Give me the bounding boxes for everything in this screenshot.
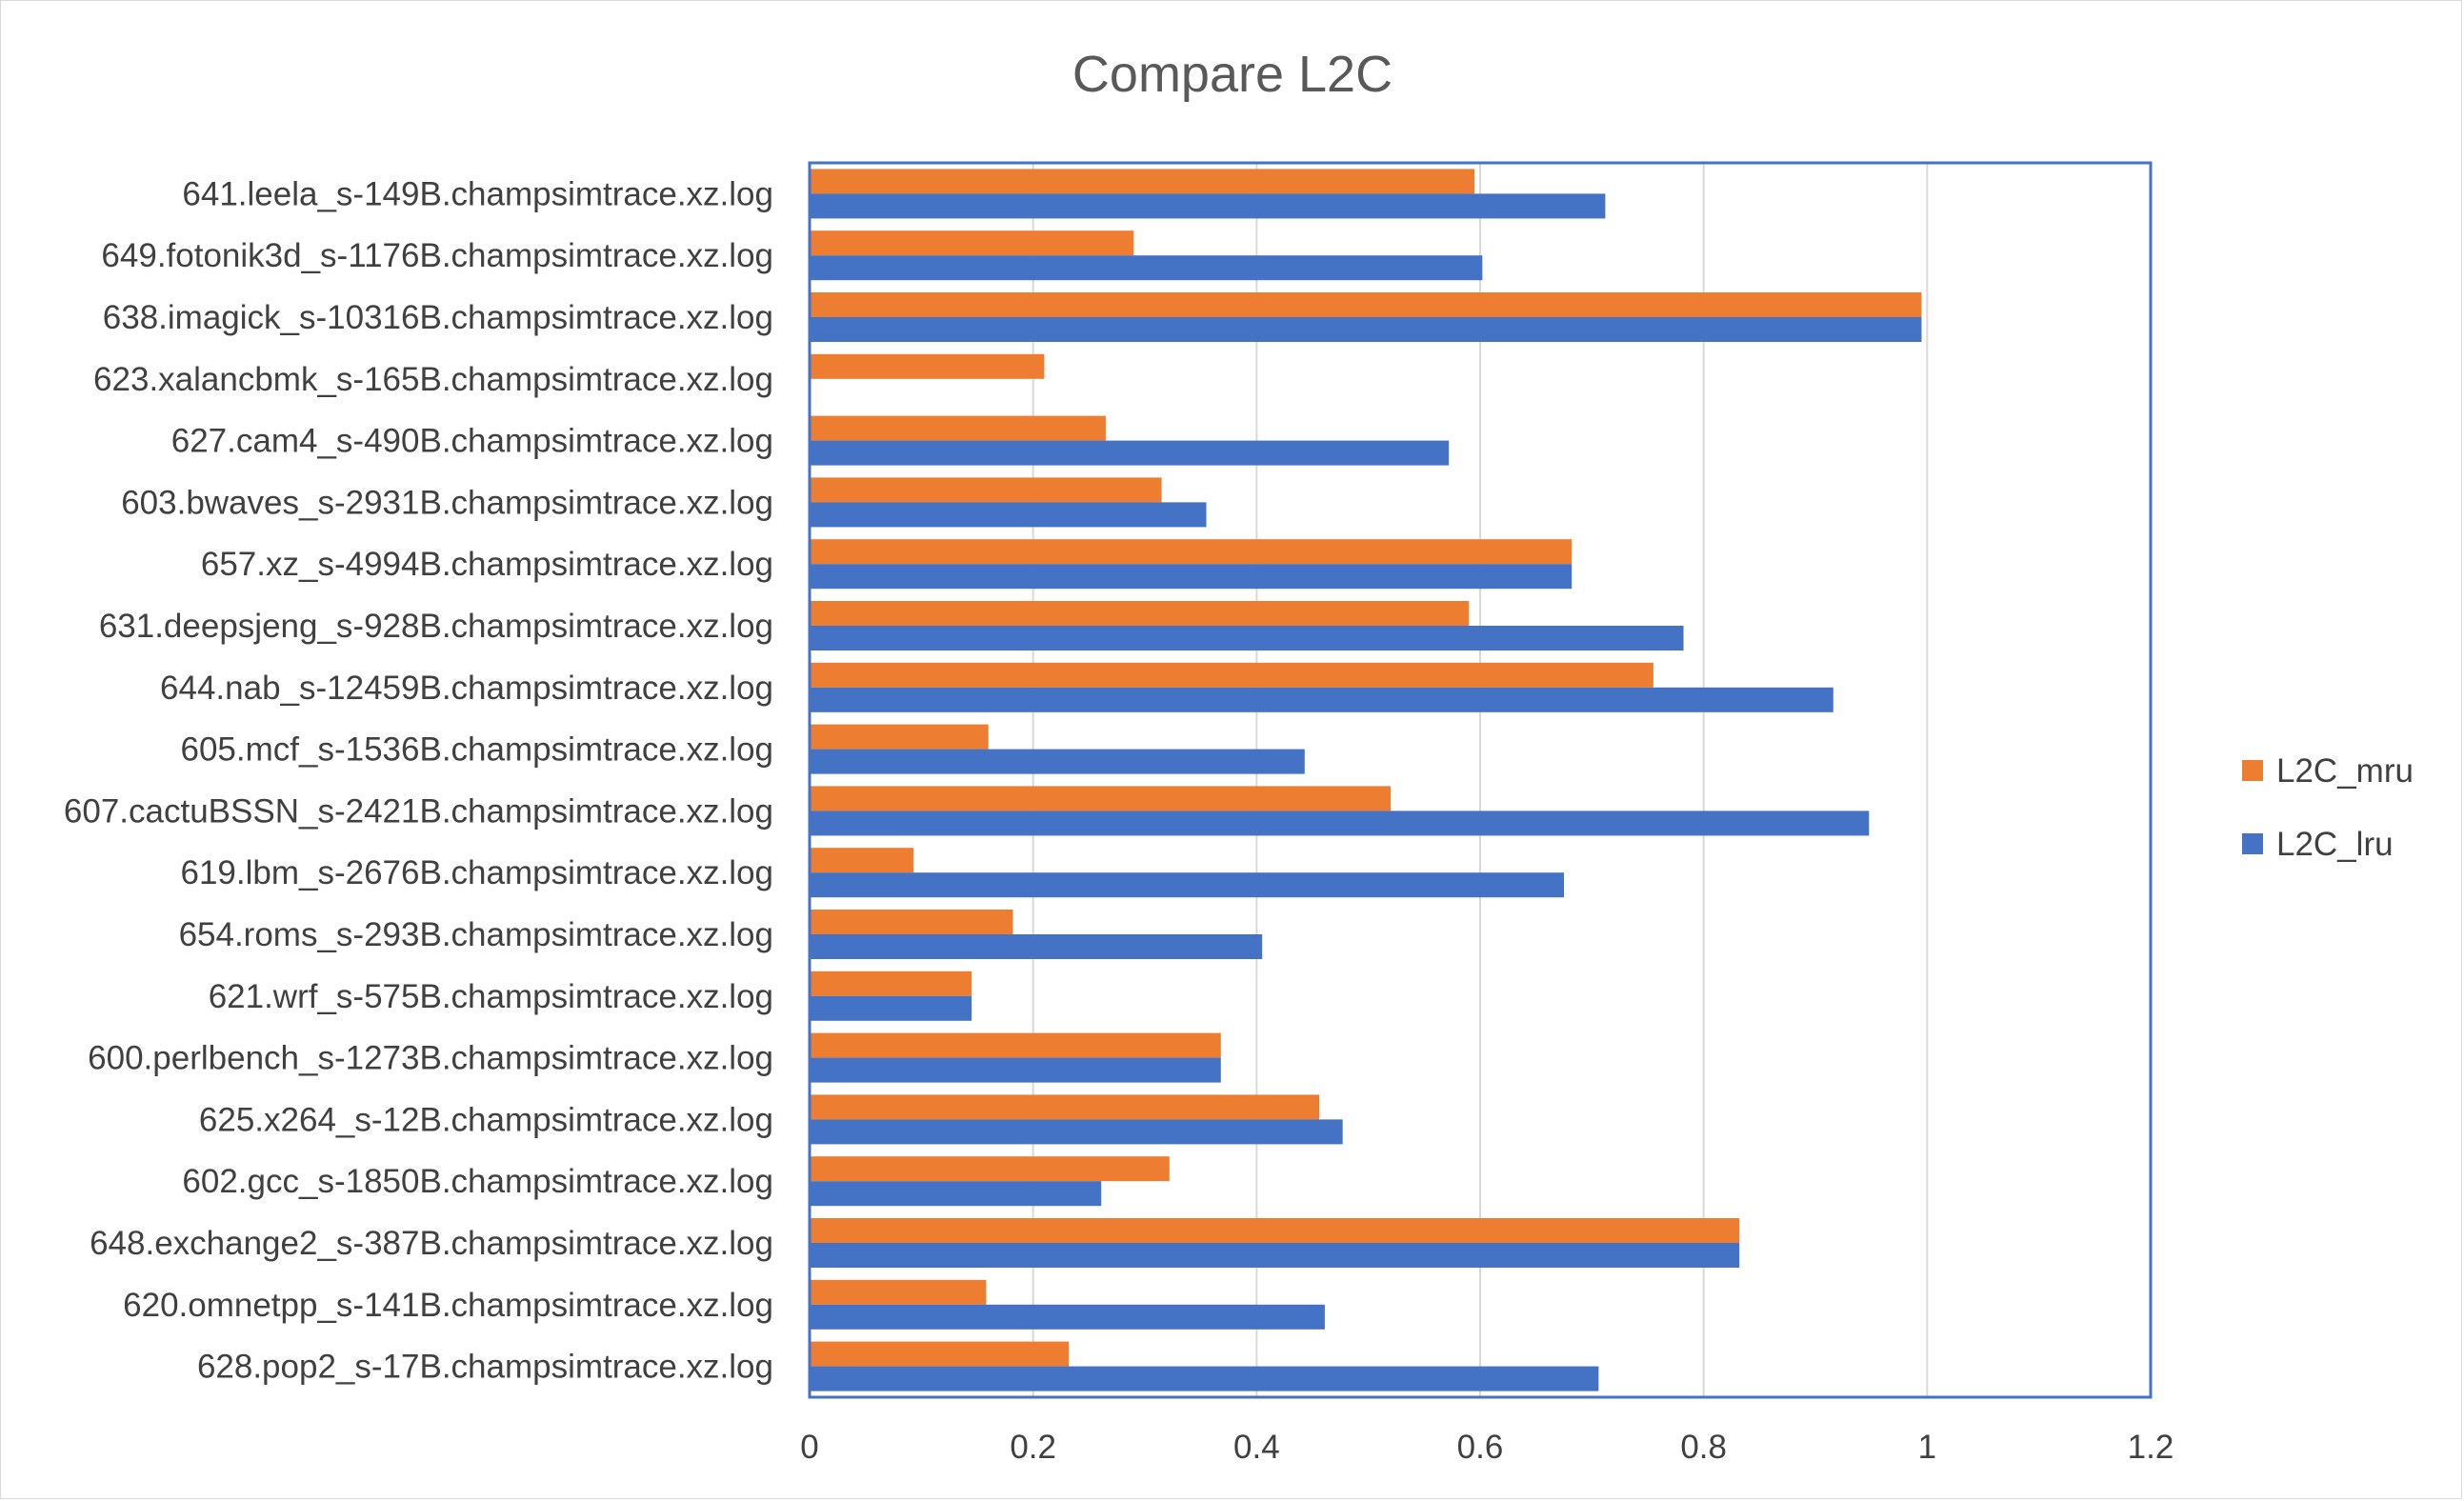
bar-l2c-mru [810,910,1013,934]
value-axis-tick-labels: 0 0.2 0.4 0.6 0.8 1 1.2 [800,1429,2174,1466]
bar-l2c-mru [810,292,1922,317]
category-axis-labels: 641.leela_s-149B.champsimtrace.xz.log 649… [64,175,773,1385]
category-label: 602.gcc_s-1850B.champsimtrace.xz.log [182,1163,773,1200]
bar-l2c-mru [810,848,914,873]
category-label: 641.leela_s-149B.champsimtrace.xz.log [182,175,773,212]
x-tick-label: 1 [1918,1429,1936,1466]
category-label: 631.deepsjeng_s-928B.champsimtrace.xz.lo… [99,608,773,645]
bar-l2c-lru [810,564,1573,590]
bar-l2c-mru [810,1341,1070,1367]
category-label: 644.nab_s-12459B.champsimtrace.xz.log [160,670,773,707]
x-tick-label: 0.4 [1233,1429,1280,1466]
bar-l2c-mru [810,724,989,750]
category-label: 638.imagick_s-10316B.champsimtrace.xz.lo… [103,299,773,336]
bar-l2c-lru [810,1057,1221,1083]
bar-l2c-lru [810,811,1870,836]
bar-l2c-mru [810,1094,1320,1120]
bar-l2c-lru [810,687,1833,712]
bar-l2c-mru [810,786,1392,811]
bar-l2c-lru [810,317,1922,342]
category-label: 620.omnetpp_s-141B.champsimtrace.xz.log [123,1287,773,1324]
x-tick-label: 0.2 [1010,1429,1056,1466]
bar-l2c-mru [810,169,1475,194]
bar-l2c-lru [810,502,1207,528]
x-tick-label: 1.2 [2128,1429,2174,1466]
legend-swatch-l2c-mru [2242,760,2263,781]
bar-l2c-lru [810,255,1483,281]
bar-l2c-mru [810,539,1573,565]
bar-l2c-mru [810,230,1134,256]
category-label: 649.fotonik3d_s-1176B.champsimtrace.xz.l… [101,237,773,274]
category-label: 627.cam4_s-490B.champsimtrace.xz.log [171,423,773,460]
bar-l2c-mru [810,1156,1170,1182]
category-label: 607.cactuBSSN_s-2421B.champsimtrace.xz.l… [64,792,773,830]
bar-l2c-mru [810,477,1162,503]
bar-l2c-lru [810,1366,1599,1391]
bar-l2c-lru [810,1304,1325,1330]
bar-l2c-mru [810,415,1106,441]
chart-title: Compare L2C [1072,46,1392,103]
bar-l2c-lru [810,193,1606,219]
bar-l2c-lru [810,872,1564,898]
legend-label-l2c-mru: L2C_mru [2276,752,2414,790]
plot-area-border [808,161,2153,1399]
category-label: 603.bwaves_s-2931B.champsimtrace.xz.log [121,484,773,521]
legend-swatch-l2c-lru [2242,833,2263,854]
bar-l2c-lru [810,749,1305,774]
category-label: 600.perlbench_s-1273B.champsimtrace.xz.l… [88,1040,773,1077]
x-tick-label: 0.6 [1457,1429,1504,1466]
category-label: 628.pop2_s-17B.champsimtrace.xz.log [197,1349,773,1386]
x-tick-label: 0.8 [1680,1429,1727,1466]
legend: L2C_mru L2C_lru [2242,752,2414,863]
bar-l2c-lru [810,934,1263,959]
category-label: 621.wrf_s-575B.champsimtrace.xz.log [209,978,773,1015]
category-label: 648.exchange2_s-387B.champsimtrace.xz.lo… [90,1225,773,1262]
bar-l2c-lru [810,1243,1740,1268]
bar-l2c-lru [810,1119,1343,1145]
bar-l2c-mru [810,1279,987,1305]
bar-l2c-lru [810,995,972,1021]
category-label: 619.lbm_s-2676B.champsimtrace.xz.log [180,854,773,891]
bar-l2c-mru [810,601,1470,626]
bar-l2c-mru [810,662,1653,688]
category-label: 654.roms_s-293B.champsimtrace.xz.log [179,916,773,953]
x-tick-label: 0 [800,1429,818,1466]
bar-l2c-lru [810,440,1450,466]
bar-l2c-mru [810,971,972,996]
bar-l2c-lru [810,626,1684,650]
category-label: 625.x264_s-12B.champsimtrace.xz.log [199,1101,773,1138]
bar-l2c-mru [810,1032,1221,1058]
gridlines [1032,163,1929,1397]
category-label: 623.xalancbmk_s-165B.champsimtrace.xz.lo… [93,361,773,398]
bar-l2c-mru [810,1218,1740,1243]
category-label: 657.xz_s-4994B.champsimtrace.xz.log [201,546,773,583]
category-label: 605.mcf_s-1536B.champsimtrace.xz.log [181,731,774,769]
bar-series [810,169,1922,1391]
legend-label-l2c-lru: L2C_lru [2276,826,2394,863]
bar-l2c-lru [810,1181,1102,1207]
bar-l2c-mru [810,353,1045,379]
